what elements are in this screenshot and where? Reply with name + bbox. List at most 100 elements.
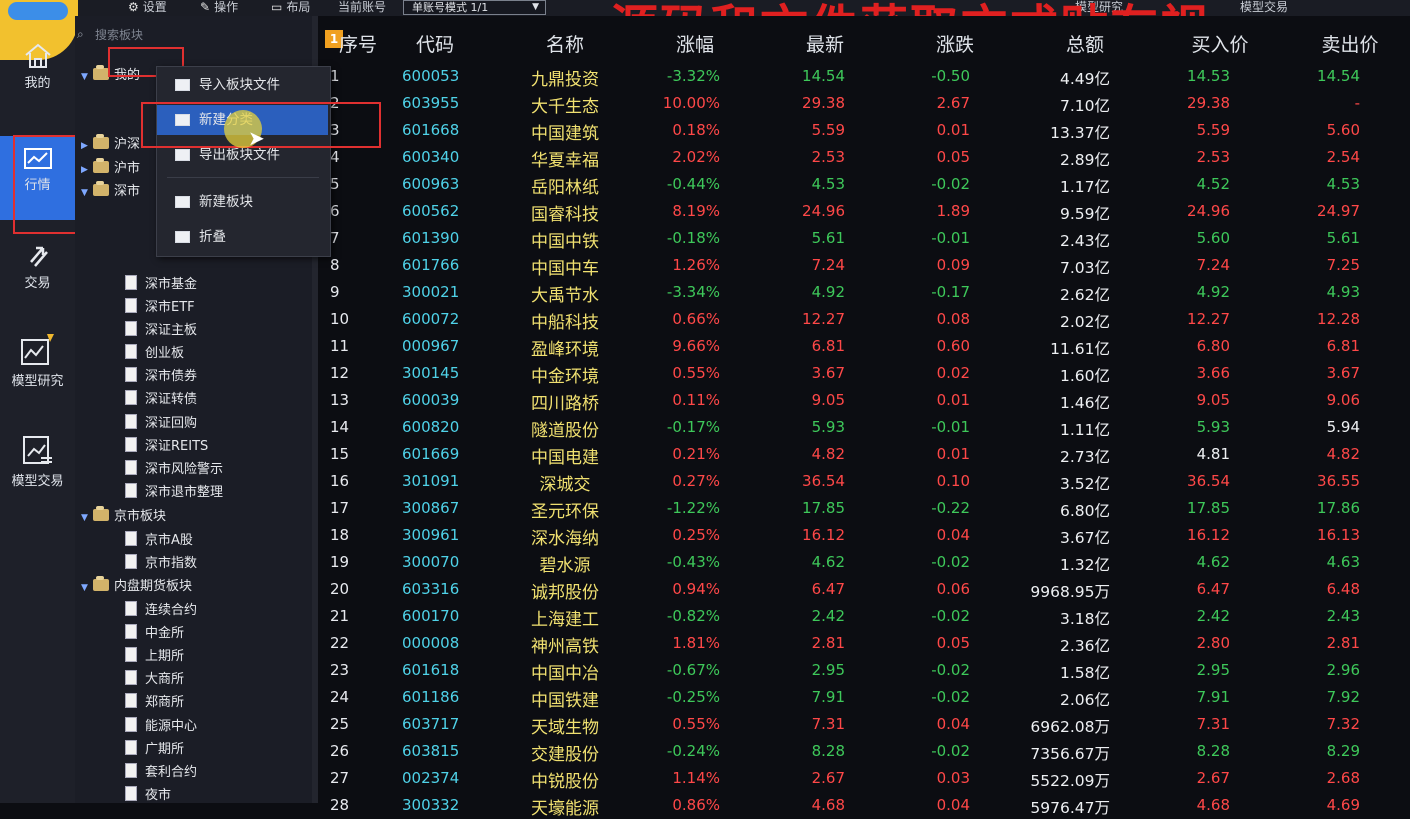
- tree-folder[interactable]: ▶ 沪市: [81, 158, 140, 180]
- table-row[interactable]: 22 000008 神州高铁 1.81% 2.81 0.05 2.36亿 2.80 2.81: [320, 630, 1410, 657]
- tree-item[interactable]: 深市ETF: [125, 297, 195, 319]
- nav-model-trade[interactable]: 模型交易: [0, 434, 75, 514]
- tree-folder[interactable]: ▶ 沪深: [81, 134, 140, 156]
- tree-item[interactable]: 郑商所: [125, 692, 184, 714]
- table-row[interactable]: 24 601186 中国铁建 -0.25% 7.91 -0.02 2.06亿 7.91 7.92: [320, 684, 1410, 711]
- expand-arrow-icon[interactable]: ▼: [81, 513, 88, 523]
- table-row[interactable]: 12 300145 中金环境 0.55% 3.67 0.02 1.60亿 3.66 3.67: [320, 360, 1410, 387]
- change-pct: -3.32%: [666, 67, 720, 85]
- col-bid[interactable]: 买入价: [1191, 34, 1249, 56]
- nav-market-label: 行情: [24, 178, 51, 193]
- model-trade-top[interactable]: 模型交易: [1240, 0, 1288, 16]
- tree-item[interactable]: 大商所: [125, 669, 184, 691]
- table-row[interactable]: 14 600820 隧道股份 -0.17% 5.93 -0.01 1.11亿 5.93 5.94: [320, 414, 1410, 441]
- model-research-top[interactable]: 模型研究: [1075, 0, 1123, 16]
- tree-folder[interactable]: ▼ 京市板块: [81, 506, 166, 528]
- col-name[interactable]: 名称: [545, 34, 584, 56]
- layout-menu[interactable]: ▭ 布局: [271, 0, 310, 16]
- tree-item[interactable]: 深证转债: [125, 389, 197, 411]
- tree-item[interactable]: 深市风险警示: [125, 459, 223, 481]
- nav-model-research[interactable]: 模型研究: [0, 332, 75, 412]
- menu-collapse[interactable]: 折叠: [157, 222, 328, 252]
- operate-menu[interactable]: ✎ 操作: [200, 0, 238, 16]
- tree-item[interactable]: 上期所: [125, 646, 184, 668]
- table-row[interactable]: 2 603955 大千生态 10.00% 29.38 2.67 7.10亿 29.38-: [320, 90, 1410, 117]
- settings-menu[interactable]: ⚙ 设置: [128, 0, 167, 16]
- edit-icon: ✎: [200, 0, 211, 14]
- document-icon: [125, 483, 137, 498]
- col-ask[interactable]: 卖出价: [1321, 34, 1379, 56]
- sector-search-input[interactable]: ⌕ 搜索板块: [75, 26, 143, 46]
- table-row[interactable]: 17 300867 圣元环保 -1.22% 17.85 -0.22 6.80亿 17.85 17…: [320, 495, 1410, 522]
- table-row[interactable]: 16 301091 深城交 0.27% 36.54 0.10 3.52亿 36.54 36.55: [320, 468, 1410, 495]
- stock-code: 601669: [402, 445, 460, 463]
- menu-export-sector[interactable]: 导出板块文件: [157, 140, 328, 170]
- bid-price: 4.81: [1196, 445, 1230, 463]
- tree-item[interactable]: 夜市: [125, 785, 171, 807]
- tree-item[interactable]: 深市退市整理: [125, 482, 223, 504]
- last-price: 36.54: [802, 472, 845, 490]
- table-row[interactable]: 8 601766 中国中车 1.26% 7.24 0.09 7.03亿 7.24 7.25: [320, 252, 1410, 279]
- table-row[interactable]: 11 000967 盈峰环境 9.66% 6.81 0.60 11.61亿 6.80 6.81: [320, 333, 1410, 360]
- menu-import-sector[interactable]: 导入板块文件: [157, 70, 328, 100]
- tree-item[interactable]: 京市指数: [125, 553, 197, 575]
- expand-arrow-icon[interactable]: ▼: [81, 72, 88, 82]
- table-row[interactable]: 1 600053 九鼎投资 -3.32% 14.54 -0.50 4.49亿 14.53 14.…: [320, 63, 1410, 90]
- table-row[interactable]: 15 601669 中国电建 0.21% 4.82 0.01 2.73亿 4.81 4.82: [320, 441, 1410, 468]
- table-row[interactable]: 3 601668 中国建筑 0.18% 5.59 0.01 13.37亿 5.59 5.60: [320, 117, 1410, 144]
- tree-item[interactable]: 中金所: [125, 623, 184, 645]
- collapse-arrow-icon[interactable]: ▶: [81, 141, 88, 151]
- row-index: 28: [330, 796, 350, 814]
- tree-item[interactable]: 深证REITS: [125, 436, 208, 458]
- col-change-pct[interactable]: 涨幅: [675, 34, 714, 56]
- row-index: 27: [330, 769, 350, 787]
- expand-arrow-icon[interactable]: ▼: [81, 583, 88, 593]
- col-amount[interactable]: 总额: [1065, 34, 1104, 56]
- table-row[interactable]: 28 300332 天壕能源 0.86% 4.68 0.04 5976.47万 4.68 4.6…: [320, 792, 1410, 819]
- tree-item[interactable]: 套利合约: [125, 762, 197, 784]
- stock-name: 中国铁建: [531, 691, 599, 711]
- table-row[interactable]: 7 601390 中国中铁 -0.18% 5.61 -0.01 2.43亿 5.60 5.61: [320, 225, 1410, 252]
- tree-item[interactable]: 深市债券: [125, 366, 197, 388]
- tree-item[interactable]: 深市基金: [125, 274, 197, 296]
- last-price: 5.61: [811, 229, 845, 247]
- account-mode-select[interactable]: 单账号模式 1/1 ▼: [403, 0, 546, 15]
- col-change[interactable]: 涨跌: [935, 34, 974, 56]
- table-row[interactable]: 18 300961 深水海纳 0.25% 16.12 0.04 3.67亿 16.12 16.1…: [320, 522, 1410, 549]
- collapse-arrow-icon[interactable]: ▶: [81, 165, 88, 175]
- table-row[interactable]: 19 300070 碧水源 -0.43% 4.62 -0.02 1.32亿 4.62 4.63: [320, 549, 1410, 576]
- table-row[interactable]: 10 600072 中船科技 0.66% 12.27 0.08 2.02亿 12.27 12.2…: [320, 306, 1410, 333]
- tree-item[interactable]: 深证主板: [125, 320, 197, 342]
- tree-folder[interactable]: ▼ 内盘期货板块: [81, 576, 192, 598]
- tree-item[interactable]: 创业板: [125, 343, 184, 365]
- table-row[interactable]: 4 600340 华夏幸福 2.02% 2.53 0.05 2.89亿 2.53 2.54: [320, 144, 1410, 171]
- table-row[interactable]: 23 601618 中国中冶 -0.67% 2.95 -0.02 1.58亿 2.95 2.96: [320, 657, 1410, 684]
- table-row[interactable]: 13 600039 四川路桥 0.11% 9.05 0.01 1.46亿 9.05 9.06: [320, 387, 1410, 414]
- sidebar-scrollbar[interactable]: [312, 16, 318, 803]
- col-last[interactable]: 最新: [805, 34, 844, 56]
- tree-folder[interactable]: ▼ 深市: [81, 181, 140, 203]
- nav-mine[interactable]: 我的: [0, 42, 75, 112]
- tree-item[interactable]: 京市A股: [125, 530, 193, 552]
- table-row[interactable]: 25 603717 天域生物 0.55% 7.31 0.04 6962.08万 7.31 7.3…: [320, 711, 1410, 738]
- nav-trade[interactable]: 交易: [0, 242, 75, 312]
- change: 0.02: [936, 364, 970, 382]
- menu-new-sector[interactable]: 新建板块: [157, 187, 328, 217]
- col-code[interactable]: 代码: [415, 34, 454, 56]
- tree-item[interactable]: 深证回购: [125, 413, 197, 435]
- table-row[interactable]: 9 300021 大禹节水 -3.34% 4.92 -0.17 2.62亿 4.92 4.93: [320, 279, 1410, 306]
- tree-item[interactable]: 能源中心: [125, 716, 197, 738]
- last-price: 3.67: [811, 364, 845, 382]
- table-row[interactable]: 20 603316 诚邦股份 0.94% 6.47 0.06 9968.95万 6.47 6.4…: [320, 576, 1410, 603]
- bid-price: 16.12: [1187, 526, 1230, 544]
- expand-arrow-icon[interactable]: ▼: [81, 188, 88, 198]
- table-row[interactable]: 27 002374 中锐股份 1.14% 2.67 0.03 5522.09万 2.67 2.6…: [320, 765, 1410, 792]
- table-row[interactable]: 6 600562 国睿科技 8.19% 24.96 1.89 9.59亿 24.96 24.97: [320, 198, 1410, 225]
- nav-market[interactable]: 行情: [0, 136, 75, 220]
- table-row[interactable]: 21 600170 上海建工 -0.82% 2.42 -0.02 3.18亿 2.42 2.43: [320, 603, 1410, 630]
- tree-item[interactable]: 广期所: [125, 739, 184, 761]
- tree-item[interactable]: 连续合约: [125, 600, 197, 622]
- col-index[interactable]: 序号: [338, 34, 377, 56]
- table-row[interactable]: 26 603815 交建股份 -0.24% 8.28 -0.02 7356.67万 8.28 8…: [320, 738, 1410, 765]
- table-row[interactable]: 5 600963 岳阳林纸 -0.44% 4.53 -0.02 1.17亿 4.52 4.53: [320, 171, 1410, 198]
